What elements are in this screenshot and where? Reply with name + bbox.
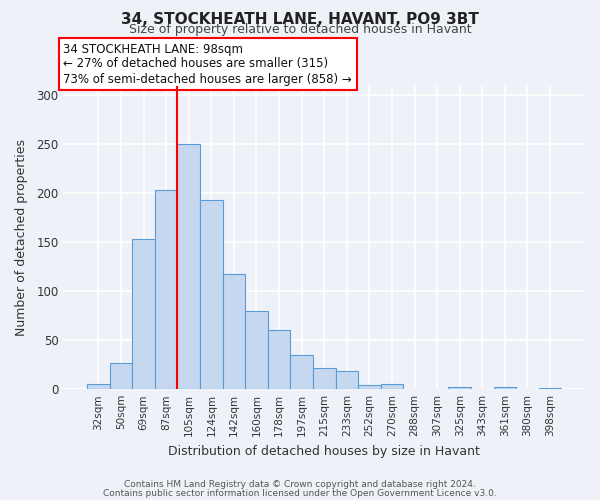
Text: Contains public sector information licensed under the Open Government Licence v3: Contains public sector information licen… xyxy=(103,488,497,498)
Bar xyxy=(178,144,200,389)
Bar xyxy=(268,330,290,389)
Text: Size of property relative to detached houses in Havant: Size of property relative to detached ho… xyxy=(128,22,472,36)
Bar xyxy=(223,274,245,389)
Bar xyxy=(358,386,380,389)
Bar xyxy=(313,368,335,389)
X-axis label: Distribution of detached houses by size in Havant: Distribution of detached houses by size … xyxy=(168,444,480,458)
Bar xyxy=(290,355,313,389)
Text: Contains HM Land Registry data © Crown copyright and database right 2024.: Contains HM Land Registry data © Crown c… xyxy=(124,480,476,489)
Text: 34 STOCKHEATH LANE: 98sqm
← 27% of detached houses are smaller (315)
73% of semi: 34 STOCKHEATH LANE: 98sqm ← 27% of detac… xyxy=(64,42,352,86)
Text: 34, STOCKHEATH LANE, HAVANT, PO9 3BT: 34, STOCKHEATH LANE, HAVANT, PO9 3BT xyxy=(121,12,479,28)
Bar xyxy=(155,190,178,389)
Bar xyxy=(110,362,133,389)
Bar xyxy=(335,370,358,389)
Bar xyxy=(380,384,403,389)
Bar xyxy=(494,387,516,389)
Bar xyxy=(245,311,268,389)
Bar xyxy=(448,387,471,389)
Bar xyxy=(200,200,223,389)
Y-axis label: Number of detached properties: Number of detached properties xyxy=(15,139,28,336)
Bar xyxy=(539,388,561,389)
Bar xyxy=(87,384,110,389)
Bar xyxy=(133,240,155,389)
